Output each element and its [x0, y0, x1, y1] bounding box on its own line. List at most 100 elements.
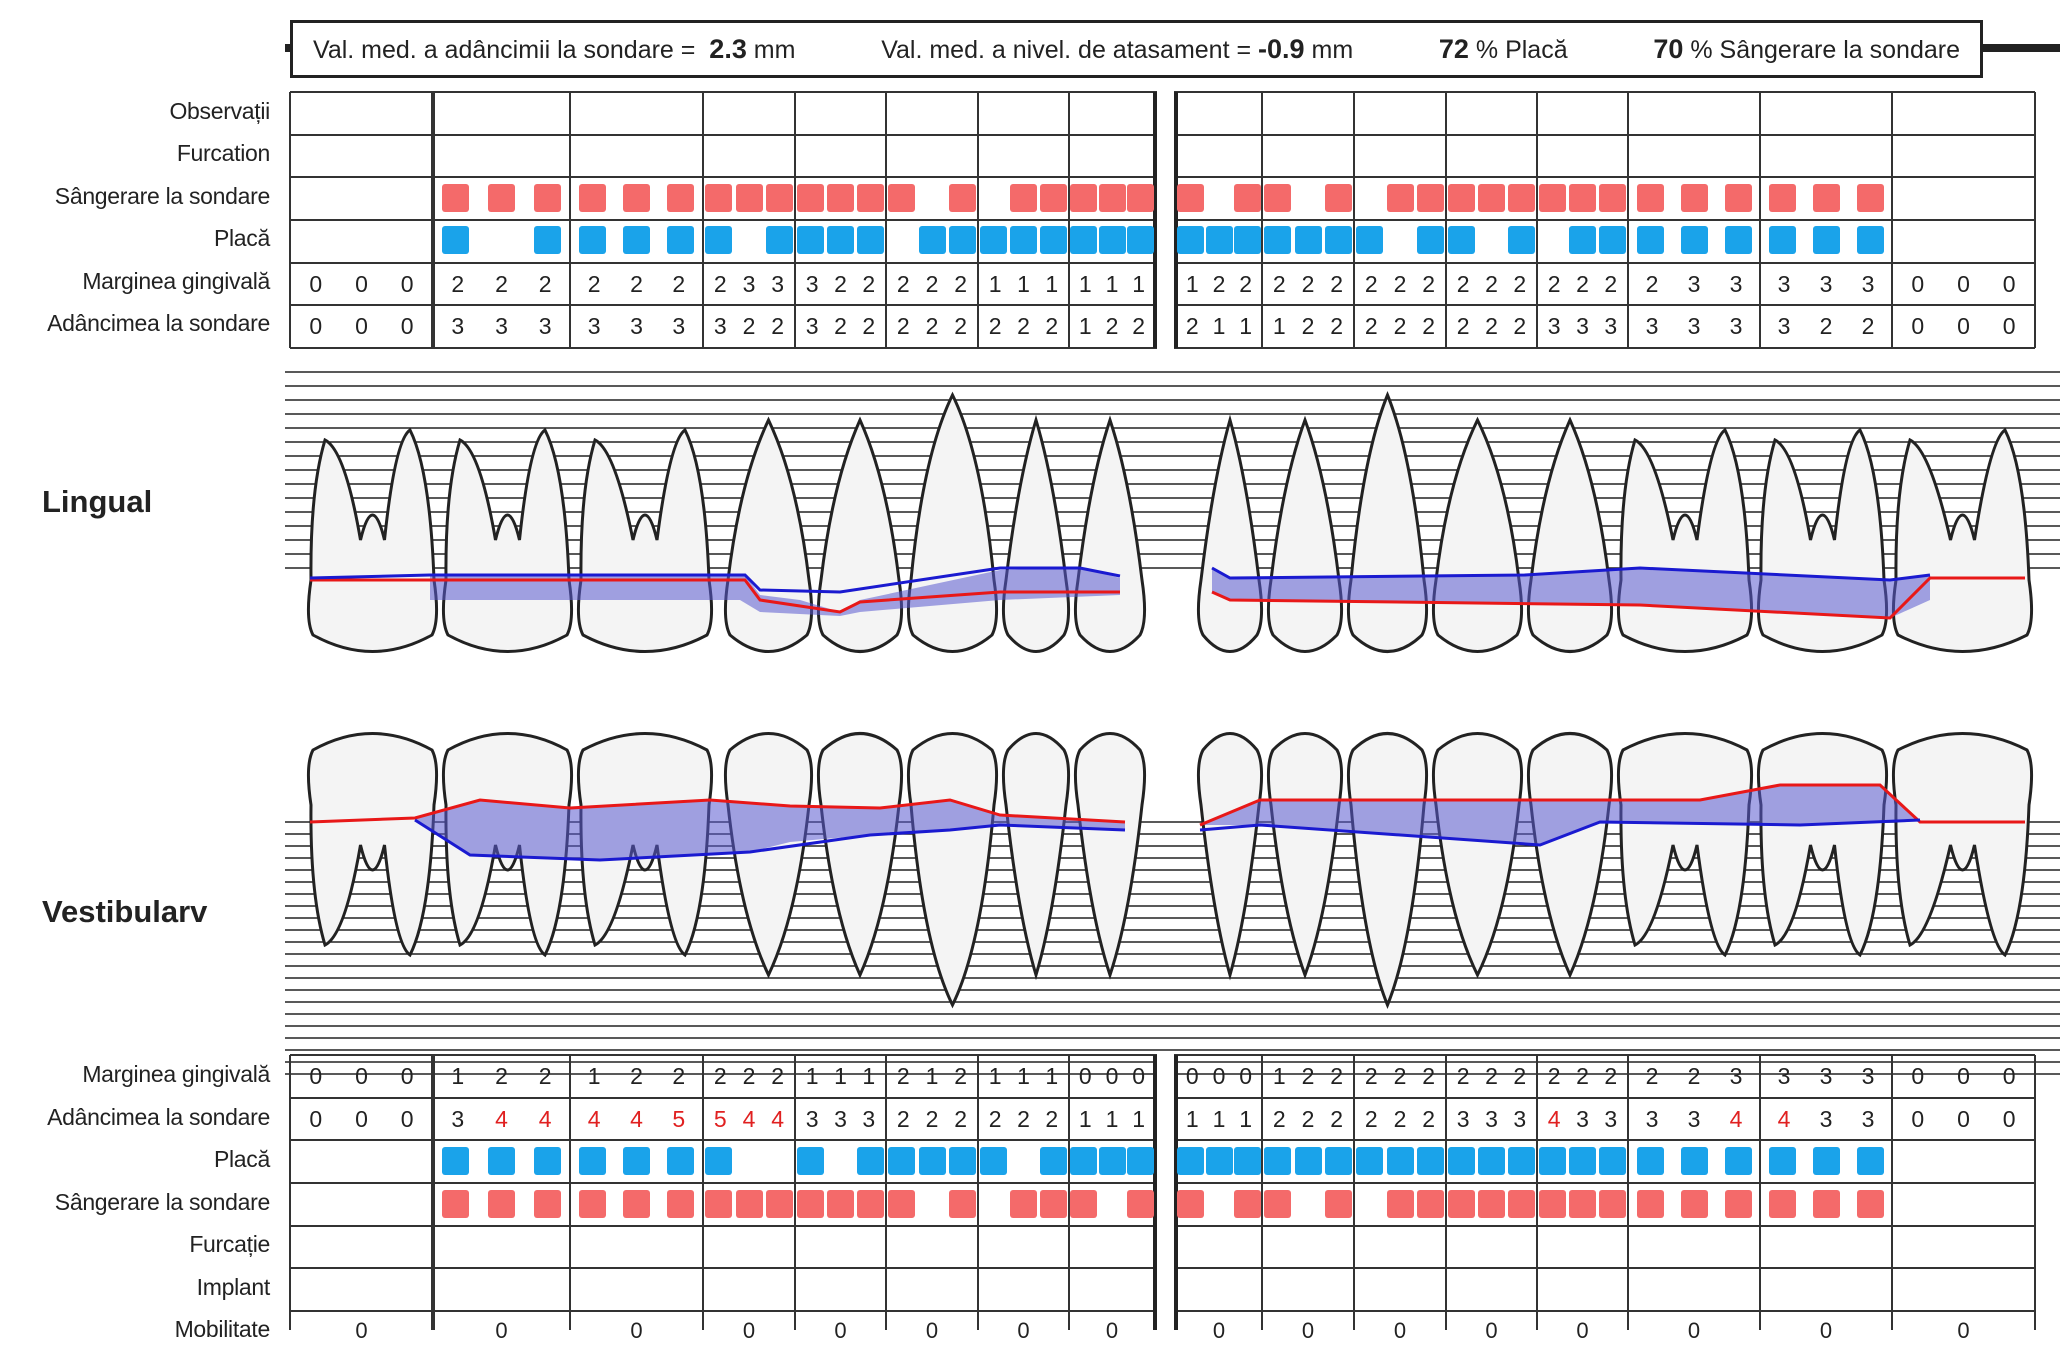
bleeding-marker[interactable]: [1447, 1190, 1475, 1218]
plaque-marker[interactable]: [1417, 226, 1445, 254]
plaque-marker[interactable]: [442, 226, 470, 254]
plaque-marker[interactable]: [796, 226, 824, 254]
mobility-value[interactable]: 0: [1576, 1318, 1589, 1343]
plaque-marker[interactable]: [1768, 226, 1796, 254]
bleeding-marker[interactable]: [1768, 184, 1796, 212]
plaque-marker[interactable]: [1294, 1147, 1322, 1175]
bleeding-marker[interactable]: [1234, 184, 1262, 212]
mobility-value[interactable]: 0: [1393, 1318, 1407, 1343]
mobility-value[interactable]: 0: [742, 1318, 756, 1343]
bleeding-marker[interactable]: [1234, 1190, 1262, 1218]
lower-depth-cell[interactable]: 3 3 4: [1628, 1099, 1760, 1139]
bleeding-marker[interactable]: [1447, 184, 1475, 212]
bleeding-marker[interactable]: [887, 184, 915, 212]
plaque-marker[interactable]: [918, 226, 946, 254]
upper-depth-cell[interactable]: 0 0 0: [1892, 306, 2035, 346]
mobility-value[interactable]: 0: [1105, 1318, 1119, 1343]
plaque-marker[interactable]: [1098, 226, 1126, 254]
plaque-marker[interactable]: [1508, 226, 1536, 254]
plaque-marker[interactable]: [949, 226, 977, 254]
bleeding-marker[interactable]: [1856, 1190, 1884, 1218]
plaque-marker[interactable]: [918, 1147, 946, 1175]
bleeding-marker[interactable]: [1010, 184, 1037, 212]
bleeding-marker[interactable]: [1386, 184, 1414, 212]
plaque-marker[interactable]: [1325, 1147, 1353, 1175]
upper-margin-cell[interactable]: [1155, 264, 1176, 304]
upper-depth-cell[interactable]: [1155, 306, 1176, 346]
bleeding-marker[interactable]: [1538, 1190, 1566, 1218]
plaque-marker[interactable]: [1569, 1147, 1596, 1175]
plaque-marker[interactable]: [1447, 1147, 1475, 1175]
plaque-marker[interactable]: [1680, 1147, 1708, 1175]
plaque-marker[interactable]: [979, 226, 1007, 254]
plaque-marker[interactable]: [704, 226, 732, 254]
upper-margin-cell[interactable]: 0 0 0: [290, 264, 433, 304]
plaque-marker[interactable]: [1538, 1147, 1566, 1175]
mobility-value[interactable]: 0: [495, 1318, 508, 1343]
mobility-value[interactable]: 0: [630, 1318, 643, 1343]
bleeding-marker[interactable]: [1325, 1190, 1353, 1218]
plaque-marker[interactable]: [1724, 226, 1752, 254]
bleeding-marker[interactable]: [1417, 184, 1445, 212]
plaque-marker[interactable]: [857, 1147, 885, 1175]
mobility-value[interactable]: 0: [1957, 1318, 1970, 1343]
lower-margin-cell[interactable]: [1155, 1056, 1176, 1096]
plaque-marker[interactable]: [1010, 226, 1037, 254]
bleeding-marker[interactable]: [1176, 1190, 1204, 1218]
mobility-value[interactable]: 0: [355, 1318, 368, 1343]
plaque-marker[interactable]: [1040, 1147, 1068, 1175]
plaque-marker[interactable]: [1127, 1147, 1155, 1175]
bleeding-marker[interactable]: [667, 184, 695, 212]
plaque-marker[interactable]: [1205, 226, 1233, 254]
plaque-marker[interactable]: [979, 1147, 1007, 1175]
bleeding-marker[interactable]: [442, 1190, 470, 1218]
plaque-marker[interactable]: [1636, 226, 1664, 254]
bleeding-marker[interactable]: [1724, 1190, 1752, 1218]
bleeding-marker[interactable]: [1069, 1190, 1097, 1218]
plaque-marker[interactable]: [1856, 1147, 1884, 1175]
upper-margin-cell[interactable]: 3 3 3: [1760, 264, 1892, 304]
bleeding-marker[interactable]: [1478, 184, 1505, 212]
bleeding-marker[interactable]: [1263, 184, 1291, 212]
bleeding-marker[interactable]: [1768, 1190, 1796, 1218]
bleeding-marker[interactable]: [1812, 184, 1840, 212]
plaque-marker[interactable]: [827, 226, 854, 254]
lower-margin-cell[interactable]: 1 2 2: [433, 1056, 570, 1096]
bleeding-marker[interactable]: [1812, 1190, 1840, 1218]
bleeding-marker[interactable]: [827, 1190, 854, 1218]
bleeding-marker[interactable]: [766, 1190, 794, 1218]
lower-depth-cell[interactable]: 0 0 0: [1892, 1099, 2035, 1139]
plaque-marker[interactable]: [1069, 1147, 1097, 1175]
plaque-marker[interactable]: [488, 1147, 515, 1175]
plaque-marker[interactable]: [442, 1147, 470, 1175]
plaque-marker[interactable]: [1599, 226, 1627, 254]
bleeding-marker[interactable]: [1508, 184, 1536, 212]
upper-margin-cell[interactable]: 0 0 0: [1892, 264, 2035, 304]
plaque-marker[interactable]: [1569, 226, 1596, 254]
